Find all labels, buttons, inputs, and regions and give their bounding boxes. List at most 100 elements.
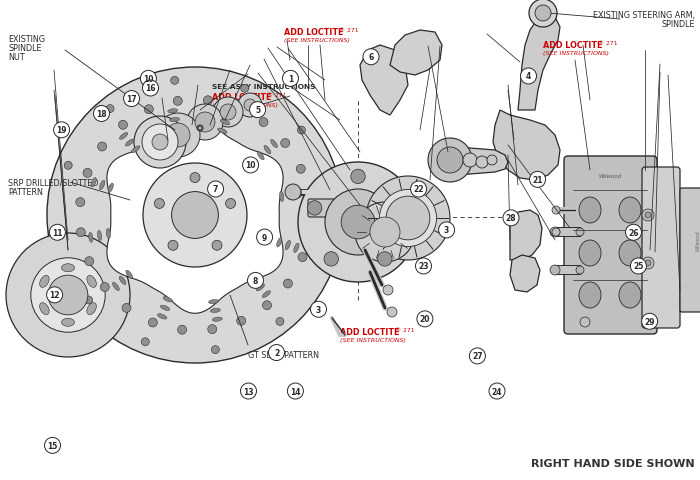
Circle shape [645,261,651,266]
Circle shape [166,124,190,148]
Circle shape [377,252,392,266]
Polygon shape [518,16,560,111]
Text: ADD LOCTITE: ADD LOCTITE [284,28,344,37]
Text: 10: 10 [144,75,154,84]
Circle shape [173,97,182,106]
Text: SEE ASSY INSTRUCTIONS: SEE ASSY INSTRUCTIONS [212,84,316,90]
Text: NUT: NUT [8,53,25,62]
Polygon shape [360,46,408,116]
Circle shape [48,276,88,315]
FancyBboxPatch shape [642,168,680,328]
Text: (SEE INSTRUCTIONS): (SEE INSTRUCTIONS) [284,38,350,43]
Text: ADD LOCTITE: ADD LOCTITE [340,327,400,336]
Circle shape [550,228,560,238]
Ellipse shape [158,314,167,319]
Ellipse shape [579,198,601,224]
Text: 29: 29 [644,317,655,326]
Circle shape [76,198,85,207]
Circle shape [190,173,200,183]
Circle shape [281,139,290,148]
Circle shape [283,71,298,87]
Circle shape [325,190,391,255]
Circle shape [269,345,284,361]
Text: 4: 4 [526,72,531,81]
Text: ® 271: ® 271 [339,28,358,33]
Circle shape [6,233,130,357]
Text: EXISTING: EXISTING [8,35,45,44]
Circle shape [298,253,307,262]
Circle shape [220,105,236,121]
Ellipse shape [120,133,127,140]
Ellipse shape [125,140,134,147]
Ellipse shape [271,140,277,148]
Ellipse shape [294,243,299,253]
Circle shape [141,71,156,87]
Circle shape [118,121,127,130]
Circle shape [530,172,545,188]
Ellipse shape [223,112,232,117]
Circle shape [298,127,305,135]
Circle shape [259,119,268,127]
Text: 3: 3 [444,226,449,235]
Circle shape [304,194,314,203]
Circle shape [416,258,431,275]
Circle shape [355,203,415,263]
Circle shape [31,258,105,333]
Circle shape [141,338,149,346]
Circle shape [439,222,454,239]
Circle shape [97,143,106,152]
Circle shape [288,383,303,399]
Text: 6: 6 [368,53,374,62]
Ellipse shape [89,233,93,243]
Ellipse shape [113,283,119,291]
Circle shape [50,225,65,241]
Text: ADD LOCTITE: ADD LOCTITE [212,93,272,102]
Polygon shape [433,146,508,176]
Circle shape [296,165,305,174]
Circle shape [155,199,164,209]
Circle shape [204,96,212,106]
Text: SPINDLE: SPINDLE [8,44,41,53]
Ellipse shape [87,303,97,315]
Circle shape [521,69,536,85]
Circle shape [324,252,338,266]
Ellipse shape [262,291,271,298]
Text: 1: 1 [288,75,293,84]
Ellipse shape [218,129,227,134]
Text: 3: 3 [316,305,321,314]
Ellipse shape [91,178,97,188]
Circle shape [144,106,153,114]
Circle shape [143,164,247,267]
Ellipse shape [97,231,102,241]
Circle shape [580,317,590,327]
Ellipse shape [209,300,218,304]
Text: PATTERN: PATTERN [8,188,43,197]
Circle shape [529,0,557,28]
Circle shape [257,229,272,246]
Circle shape [642,313,657,330]
Circle shape [100,283,109,292]
Circle shape [576,228,584,237]
Circle shape [212,241,222,251]
Ellipse shape [579,282,601,308]
Text: 8: 8 [253,276,258,285]
Ellipse shape [619,282,641,308]
FancyBboxPatch shape [308,200,397,217]
Circle shape [248,273,263,289]
Ellipse shape [168,109,178,114]
Circle shape [250,102,265,119]
Circle shape [379,190,437,247]
Text: SRP DRILLED/SLOTTED: SRP DRILLED/SLOTTED [8,179,99,188]
Circle shape [238,94,262,118]
Text: 23: 23 [419,262,428,271]
Circle shape [211,346,219,354]
Ellipse shape [212,317,223,322]
Text: Wilwood: Wilwood [696,230,700,251]
Circle shape [341,206,374,240]
Circle shape [503,210,519,227]
Circle shape [243,157,258,174]
Text: RIGHT HAND SIDE SHOWN: RIGHT HAND SIDE SHOWN [531,458,695,468]
Ellipse shape [106,229,111,239]
Polygon shape [493,111,560,180]
Polygon shape [510,211,542,261]
